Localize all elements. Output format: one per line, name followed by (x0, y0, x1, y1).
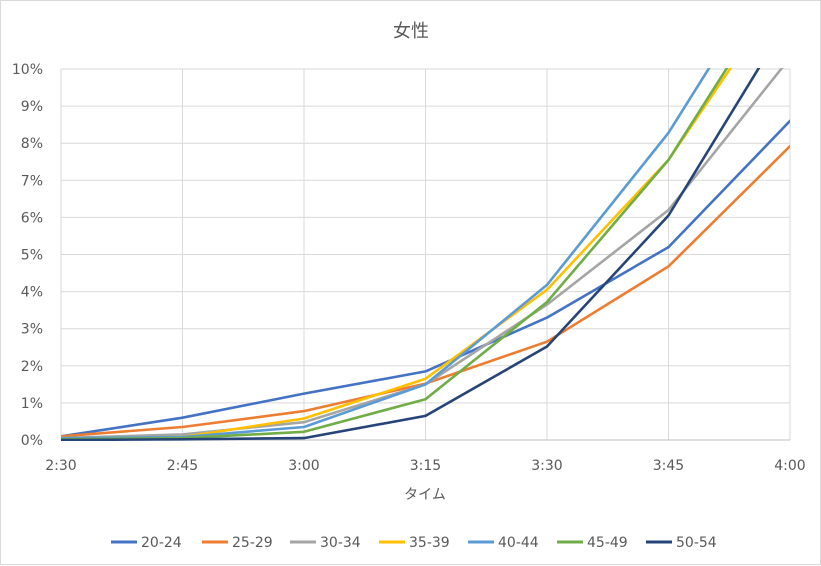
legend-label: 30-34 (320, 535, 361, 551)
x-tick-label: 3:00 (288, 458, 319, 474)
legend-item: 50-54 (646, 535, 717, 551)
y-tick-label: 1% (21, 396, 43, 412)
x-tick-label: 2:30 (45, 458, 76, 474)
x-tick-label: 3:30 (531, 458, 562, 474)
legend-item: 40-44 (468, 535, 539, 551)
legend-label: 40-44 (498, 535, 539, 551)
x-tick-label: 4:00 (774, 458, 805, 474)
legend-item: 25-29 (202, 535, 273, 551)
y-tick-label: 3% (21, 322, 43, 338)
x-axis-title: タイム (404, 487, 446, 503)
y-tick-label: 0% (21, 433, 43, 449)
legend: 20-24 25-29 30-34 35-39 40-44 45-49 50-54 (111, 535, 717, 551)
series-line-50-54 (61, 68, 761, 441)
legend-item: 20-24 (111, 535, 182, 551)
y-tick-label: 9% (21, 99, 43, 115)
y-tick-label: 5% (21, 248, 43, 264)
legend-label: 35-39 (409, 535, 450, 551)
legend-item: 45-49 (557, 535, 628, 551)
legend-item: 35-39 (379, 535, 450, 551)
legend-label: 50-54 (676, 535, 717, 551)
y-axis-ticks: 0% 1% 2% 3% 4% 5% 6% 7% 8% 9% 10% (12, 62, 43, 449)
y-tick-label: 10% (12, 62, 43, 78)
series-line-20-24 (61, 119, 790, 438)
y-tick-label: 2% (21, 359, 43, 375)
x-tick-label: 3:15 (410, 458, 441, 474)
y-tick-label: 4% (21, 285, 43, 301)
x-tick-label: 3:45 (653, 458, 684, 474)
legend-label: 45-49 (587, 535, 628, 551)
gridlines (60, 68, 791, 441)
series-lines (61, 68, 790, 441)
x-tick-label: 2:45 (167, 458, 198, 474)
y-tick-label: 7% (21, 173, 43, 189)
y-tick-label: 8% (21, 136, 43, 152)
legend-item: 30-34 (290, 535, 361, 551)
legend-label: 20-24 (141, 535, 182, 551)
y-tick-label: 6% (21, 210, 43, 226)
legend-label: 25-29 (232, 535, 273, 551)
chart-title: 女性 (393, 21, 429, 42)
x-axis-ticks: 2:30 2:45 3:00 3:15 3:30 3:45 4:00 (45, 458, 805, 474)
